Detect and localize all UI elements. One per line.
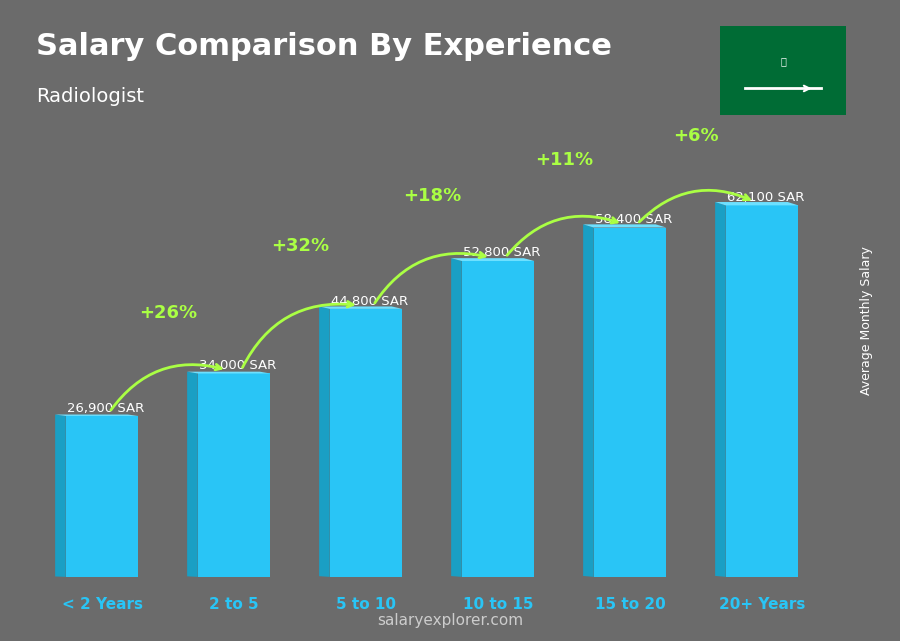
Text: ﷽: ﷽: [780, 56, 786, 67]
Text: 44,800 SAR: 44,800 SAR: [331, 294, 409, 308]
Text: 26,900 SAR: 26,900 SAR: [68, 402, 145, 415]
Text: Radiologist: Radiologist: [36, 87, 144, 106]
Polygon shape: [716, 202, 725, 577]
Polygon shape: [66, 416, 139, 577]
Text: Salary Comparison By Experience: Salary Comparison By Experience: [36, 32, 612, 61]
Text: 58,400 SAR: 58,400 SAR: [595, 213, 672, 226]
Text: +6%: +6%: [673, 127, 719, 145]
Text: 10 to 15: 10 to 15: [463, 597, 533, 612]
Polygon shape: [462, 261, 535, 577]
Text: salaryexplorer.com: salaryexplorer.com: [377, 613, 523, 628]
Polygon shape: [583, 224, 594, 577]
Text: +11%: +11%: [535, 151, 593, 169]
Polygon shape: [594, 228, 666, 577]
Text: 20+ Years: 20+ Years: [719, 597, 806, 612]
Polygon shape: [320, 306, 329, 577]
Polygon shape: [451, 258, 462, 577]
Polygon shape: [187, 372, 270, 374]
Polygon shape: [198, 374, 270, 577]
Polygon shape: [725, 205, 798, 577]
Text: 34,000 SAR: 34,000 SAR: [199, 360, 276, 372]
Text: +18%: +18%: [403, 187, 461, 205]
Text: +26%: +26%: [139, 304, 197, 322]
Text: 5 to 10: 5 to 10: [336, 597, 396, 612]
Text: 52,800 SAR: 52,800 SAR: [464, 246, 541, 260]
Polygon shape: [55, 415, 139, 416]
Text: 62,100 SAR: 62,100 SAR: [727, 190, 805, 204]
Polygon shape: [320, 306, 402, 309]
Text: +32%: +32%: [271, 237, 329, 255]
Polygon shape: [583, 224, 666, 228]
Polygon shape: [329, 309, 402, 577]
Polygon shape: [716, 202, 798, 205]
Polygon shape: [451, 258, 535, 261]
Text: < 2 Years: < 2 Years: [61, 597, 142, 612]
Text: 15 to 20: 15 to 20: [595, 597, 665, 612]
Text: Average Monthly Salary: Average Monthly Salary: [860, 246, 873, 395]
Polygon shape: [187, 372, 198, 577]
Text: 2 to 5: 2 to 5: [209, 597, 259, 612]
Polygon shape: [55, 415, 66, 577]
